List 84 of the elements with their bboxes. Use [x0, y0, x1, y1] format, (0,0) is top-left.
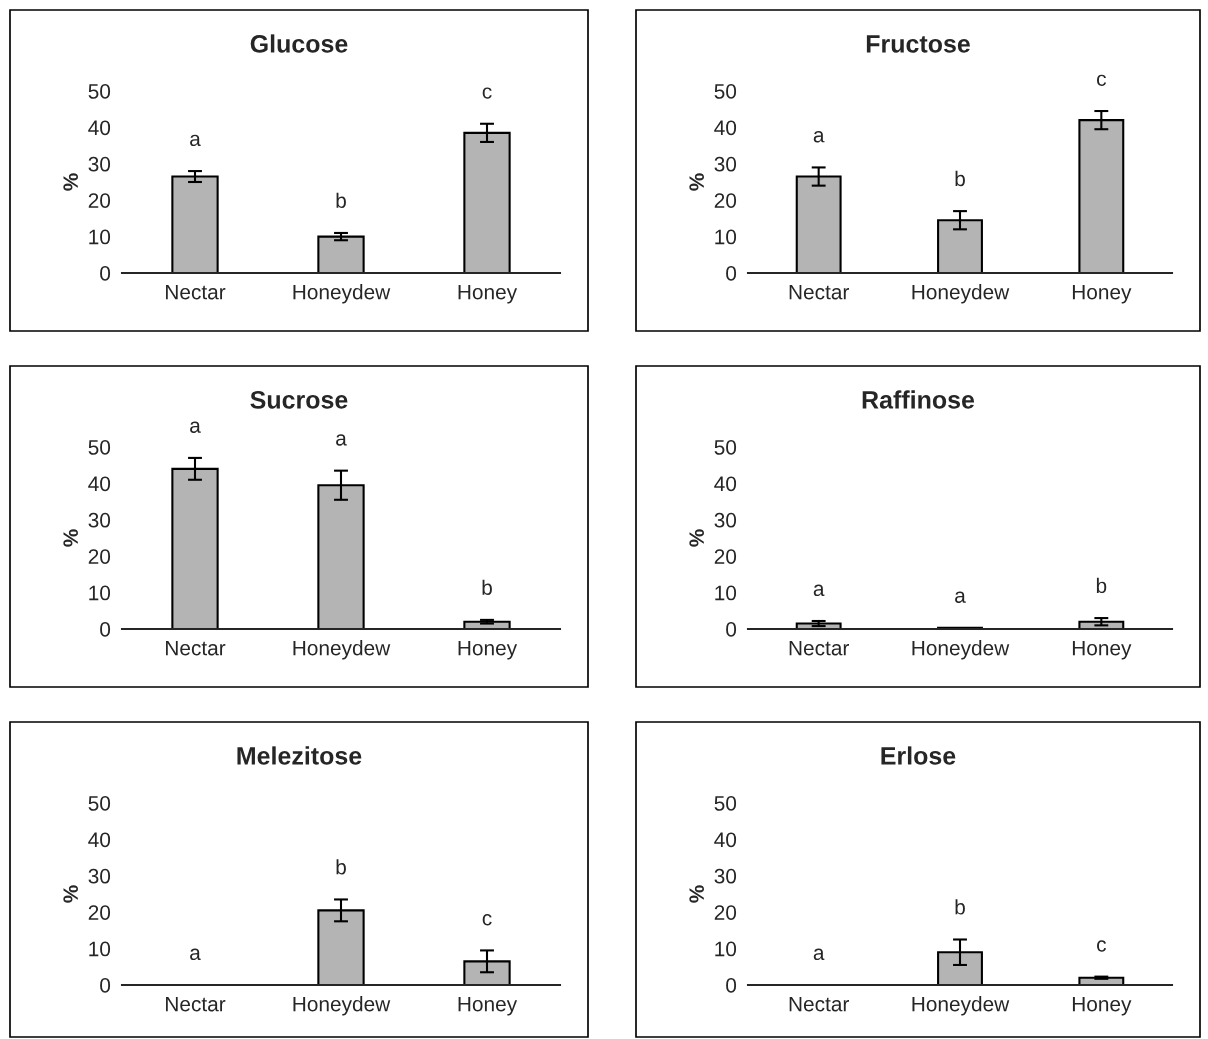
- y-tick-label: 40: [714, 832, 737, 848]
- y-tick-label: 50: [88, 84, 111, 99]
- y-tick-label: 10: [715, 229, 737, 245]
- y-tick-label: 10: [715, 585, 737, 601]
- x-tick-label: Honey: [458, 640, 518, 660]
- annotation: a: [813, 948, 825, 961]
- y-tick-label: 50: [714, 440, 737, 455]
- y-tick-label: 10: [89, 585, 111, 601]
- x-tick-label: Honeydew: [912, 996, 1010, 1016]
- text: a: [336, 434, 347, 446]
- annotation: a: [190, 134, 201, 147]
- y-tick-label: 30: [88, 156, 111, 172]
- y-tick-label: 40: [714, 120, 737, 136]
- chart-title: Fructose: [866, 35, 970, 53]
- y-tick-label: 50: [88, 440, 111, 455]
- y-tick-label: 0: [100, 978, 111, 993]
- x-tick-label: Nectar: [789, 996, 849, 1012]
- x-tick-label: Honey: [1072, 284, 1132, 304]
- y-tick-label: 10: [89, 941, 111, 957]
- y-tick-label: 0: [726, 978, 737, 993]
- chart-title: Sucrose: [250, 391, 348, 409]
- y-tick-label: 0: [726, 266, 737, 281]
- x-tick-label: Honeydew: [912, 284, 1010, 304]
- y-tick-label: 20: [88, 193, 111, 208]
- chart-title: Glucose: [250, 34, 348, 53]
- y-tick-label: 40: [88, 476, 111, 492]
- x-tick-label: Honeydew: [293, 284, 391, 304]
- y-tick-label: 50: [714, 796, 737, 811]
- x-tick-label: Nectar: [166, 284, 226, 300]
- y-tick-label: 30: [88, 868, 111, 884]
- y-axis-title: %: [63, 173, 78, 191]
- y-tick-label: 40: [88, 832, 111, 848]
- y-tick-label: 20: [714, 193, 737, 208]
- annotation: a: [190, 948, 201, 961]
- y-tick-label: 0: [100, 266, 111, 281]
- y-tick-label: 0: [726, 622, 737, 637]
- chart-title: Melezitose: [237, 746, 362, 765]
- annotation: c: [482, 914, 492, 926]
- x-tick-label: Honey: [1072, 640, 1132, 660]
- y-tick-label: 50: [88, 796, 111, 811]
- x-tick-label: Nectar: [166, 996, 226, 1012]
- annotation: a: [813, 131, 825, 143]
- y-axis-title: %: [689, 529, 704, 547]
- y-tick-label: 20: [714, 905, 737, 920]
- x-tick-label: Honey: [458, 996, 518, 1016]
- x-tick-label: Honey: [458, 284, 518, 304]
- y-axis-title: %: [63, 885, 78, 903]
- chart-title: Erlose: [881, 746, 956, 765]
- x-tick-label: Nectar: [166, 640, 226, 656]
- y-tick-label: 10: [715, 941, 737, 957]
- y-axis-title: %: [689, 173, 704, 191]
- y-tick-label: 30: [88, 512, 111, 528]
- x-tick-label: Honey: [1072, 996, 1132, 1016]
- annotation: b: [1096, 577, 1107, 594]
- text: a: [190, 421, 201, 433]
- y-axis-title: %: [689, 885, 704, 903]
- x-tick-label: Honeydew: [293, 996, 391, 1016]
- y-tick-label: 10: [89, 229, 111, 245]
- annotation: b: [336, 859, 346, 875]
- y-axis-title: %: [63, 529, 78, 547]
- y-tick-label: 40: [88, 120, 111, 136]
- y-tick-label: 20: [88, 905, 111, 920]
- text: c: [1097, 74, 1106, 87]
- y-tick-label: 20: [714, 549, 737, 564]
- chart-title: Raffinose: [862, 390, 975, 409]
- y-tick-label: 30: [714, 156, 737, 172]
- x-tick-label: Honeydew: [912, 640, 1010, 660]
- x-tick-label: Nectar: [789, 640, 849, 656]
- y-tick-label: 40: [714, 476, 737, 492]
- y-tick-label: 20: [88, 549, 111, 564]
- annotation: a: [955, 591, 966, 603]
- x-tick-label: Honeydew: [293, 640, 391, 660]
- annotation: c: [482, 87, 492, 99]
- x-tick-label: Nectar: [789, 284, 849, 300]
- annotation: b: [955, 170, 965, 187]
- y-tick-label: 30: [714, 868, 737, 884]
- annotation: c: [1097, 940, 1106, 952]
- y-tick-label: 50: [714, 84, 737, 99]
- y-tick-label: 30: [714, 512, 737, 528]
- annotation: b: [482, 579, 492, 595]
- annotation: a: [813, 584, 825, 597]
- annotation: b: [955, 899, 965, 915]
- annotation: b: [336, 192, 346, 208]
- y-tick-label: 0: [100, 622, 111, 637]
